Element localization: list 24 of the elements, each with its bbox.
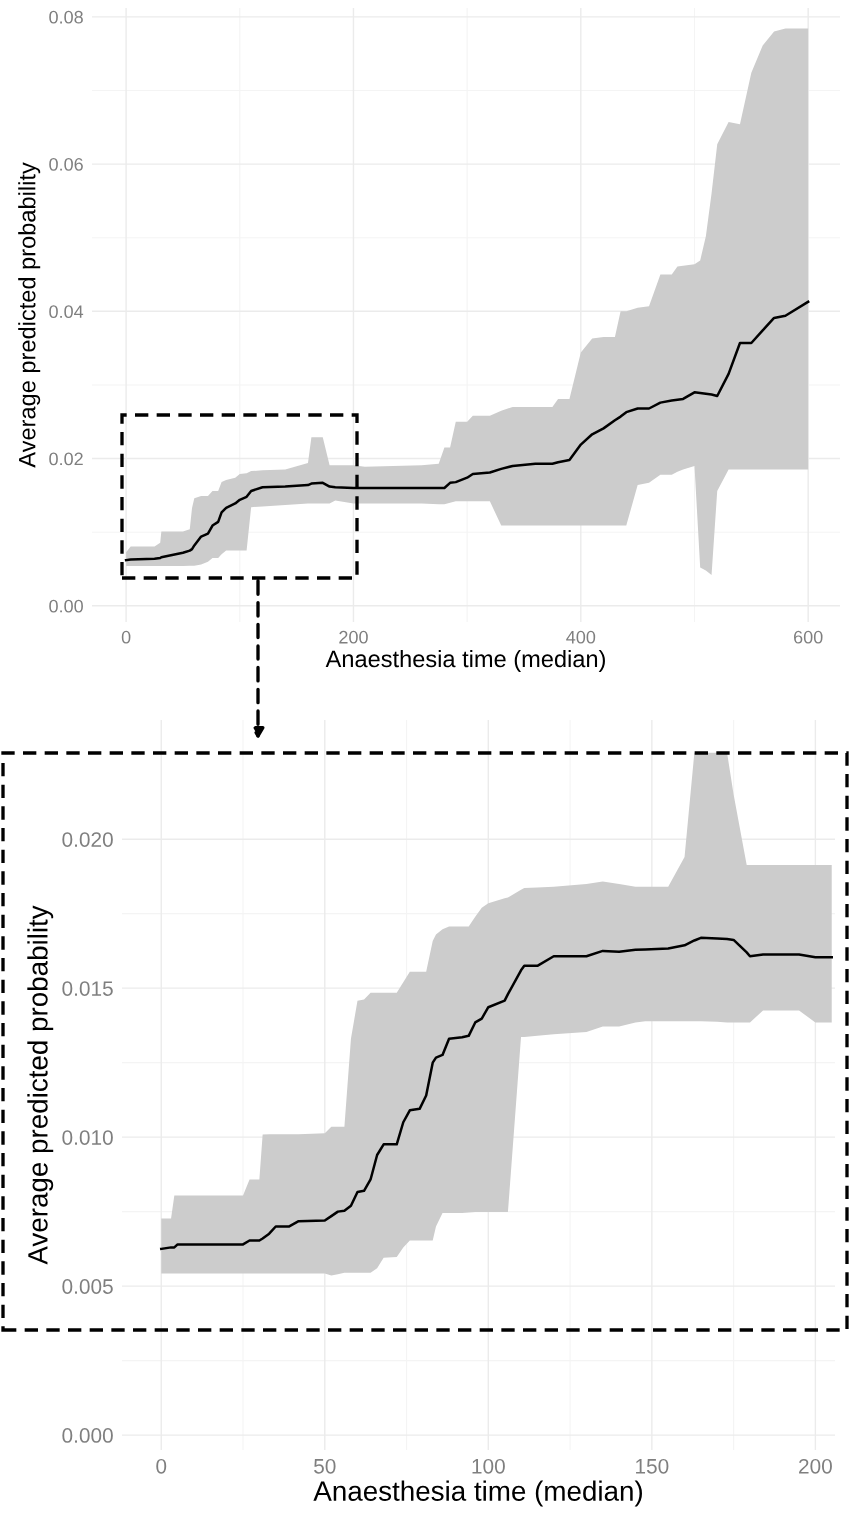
y-tick-label: 0.010: [62, 1130, 113, 1145]
y-tick-label: 0.06: [49, 158, 83, 171]
x-tick-label: 0: [156, 1458, 167, 1474]
x-tick-label: 400: [566, 630, 596, 644]
y-tick-label: 0.000: [62, 1428, 113, 1443]
x-tick-label: 50: [314, 1458, 336, 1474]
line-series: [160, 936, 833, 1251]
y-tick-label: 0.005: [62, 1279, 113, 1294]
x-tick-label: 100: [472, 1458, 505, 1474]
y-tick-label: 0.015: [62, 981, 113, 996]
x-axis-title: Anaesthesia time (median): [325, 649, 605, 672]
y-tick-label: 0.020: [62, 832, 113, 847]
x-tick-label: 150: [636, 1458, 669, 1474]
y-axis-title: Average predicted probability: [18, 162, 41, 468]
y-tick-label: 0.04: [49, 305, 84, 319]
y-tick-label: 0.02: [49, 452, 83, 466]
y-tick-label: 0.08: [49, 10, 83, 24]
x-axis-title: Anaesthesia time (median): [313, 1480, 642, 1507]
x-tick-label: 200: [799, 1458, 832, 1474]
y-tick-label: 0.00: [49, 599, 83, 613]
x-tick-label: 0: [121, 630, 131, 644]
y-axis-title: Average predicted probability: [27, 905, 54, 1265]
x-tick-label: 200: [339, 630, 368, 644]
x-tick-label: 600: [794, 630, 823, 644]
